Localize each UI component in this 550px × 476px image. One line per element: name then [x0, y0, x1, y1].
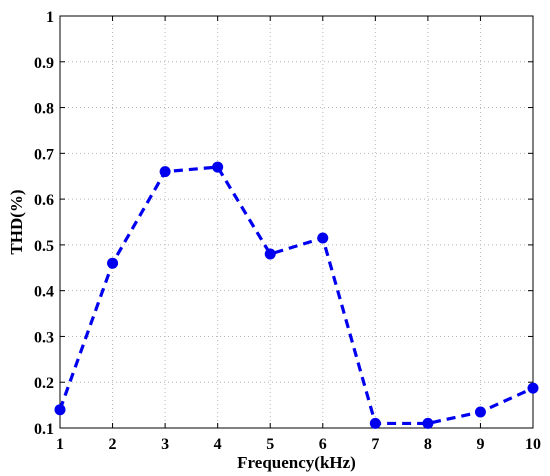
data-point — [212, 161, 224, 173]
series-layer — [54, 161, 539, 429]
y-tick-label: 0.6 — [34, 192, 54, 209]
y-tick-label: 0.9 — [34, 55, 54, 72]
y-tick-label: 0.1 — [34, 421, 54, 438]
data-point — [317, 232, 329, 244]
data-point — [369, 417, 381, 429]
y-tick-label: 0.4 — [34, 284, 54, 301]
x-tick-label: 7 — [371, 436, 379, 453]
series-line — [58, 165, 534, 426]
data-point — [159, 166, 171, 178]
y-tick-label: 1 — [46, 9, 54, 26]
plot-frame — [59, 15, 534, 429]
x-tick-label: 8 — [424, 436, 432, 453]
y-tick-label: 0.5 — [34, 238, 54, 255]
x-tick-labels: 1 2 3 4 5 6 7 8 9 10 — [56, 436, 541, 453]
tick-marks — [59, 15, 534, 429]
y-tick-label: 0.2 — [34, 375, 54, 392]
y-tick-label: 0.7 — [34, 146, 54, 163]
data-point — [474, 406, 486, 418]
x-axis-title: Frequency(kHz) — [237, 453, 356, 472]
data-point — [527, 382, 539, 394]
data-point — [264, 248, 276, 260]
x-tick-label: 4 — [214, 436, 222, 453]
x-tick-label: 3 — [161, 436, 169, 453]
y-tick-label: 0.3 — [34, 329, 54, 346]
y-axis-title: THD(%) — [7, 189, 26, 254]
x-tick-label: 2 — [109, 436, 117, 453]
data-point — [107, 257, 119, 269]
data-point — [422, 417, 434, 429]
x-tick-label: 6 — [319, 436, 327, 453]
y-tick-label: 0.8 — [34, 101, 54, 118]
y-tick-labels: 0.1 0.2 0.3 0.4 0.5 0.6 0.7 0.8 0.9 1 — [34, 9, 54, 438]
data-point — [54, 404, 66, 416]
x-tick-label: 5 — [266, 436, 274, 453]
x-tick-label: 9 — [476, 436, 484, 453]
x-tick-label: 10 — [525, 436, 541, 453]
x-tick-label: 1 — [56, 436, 64, 453]
